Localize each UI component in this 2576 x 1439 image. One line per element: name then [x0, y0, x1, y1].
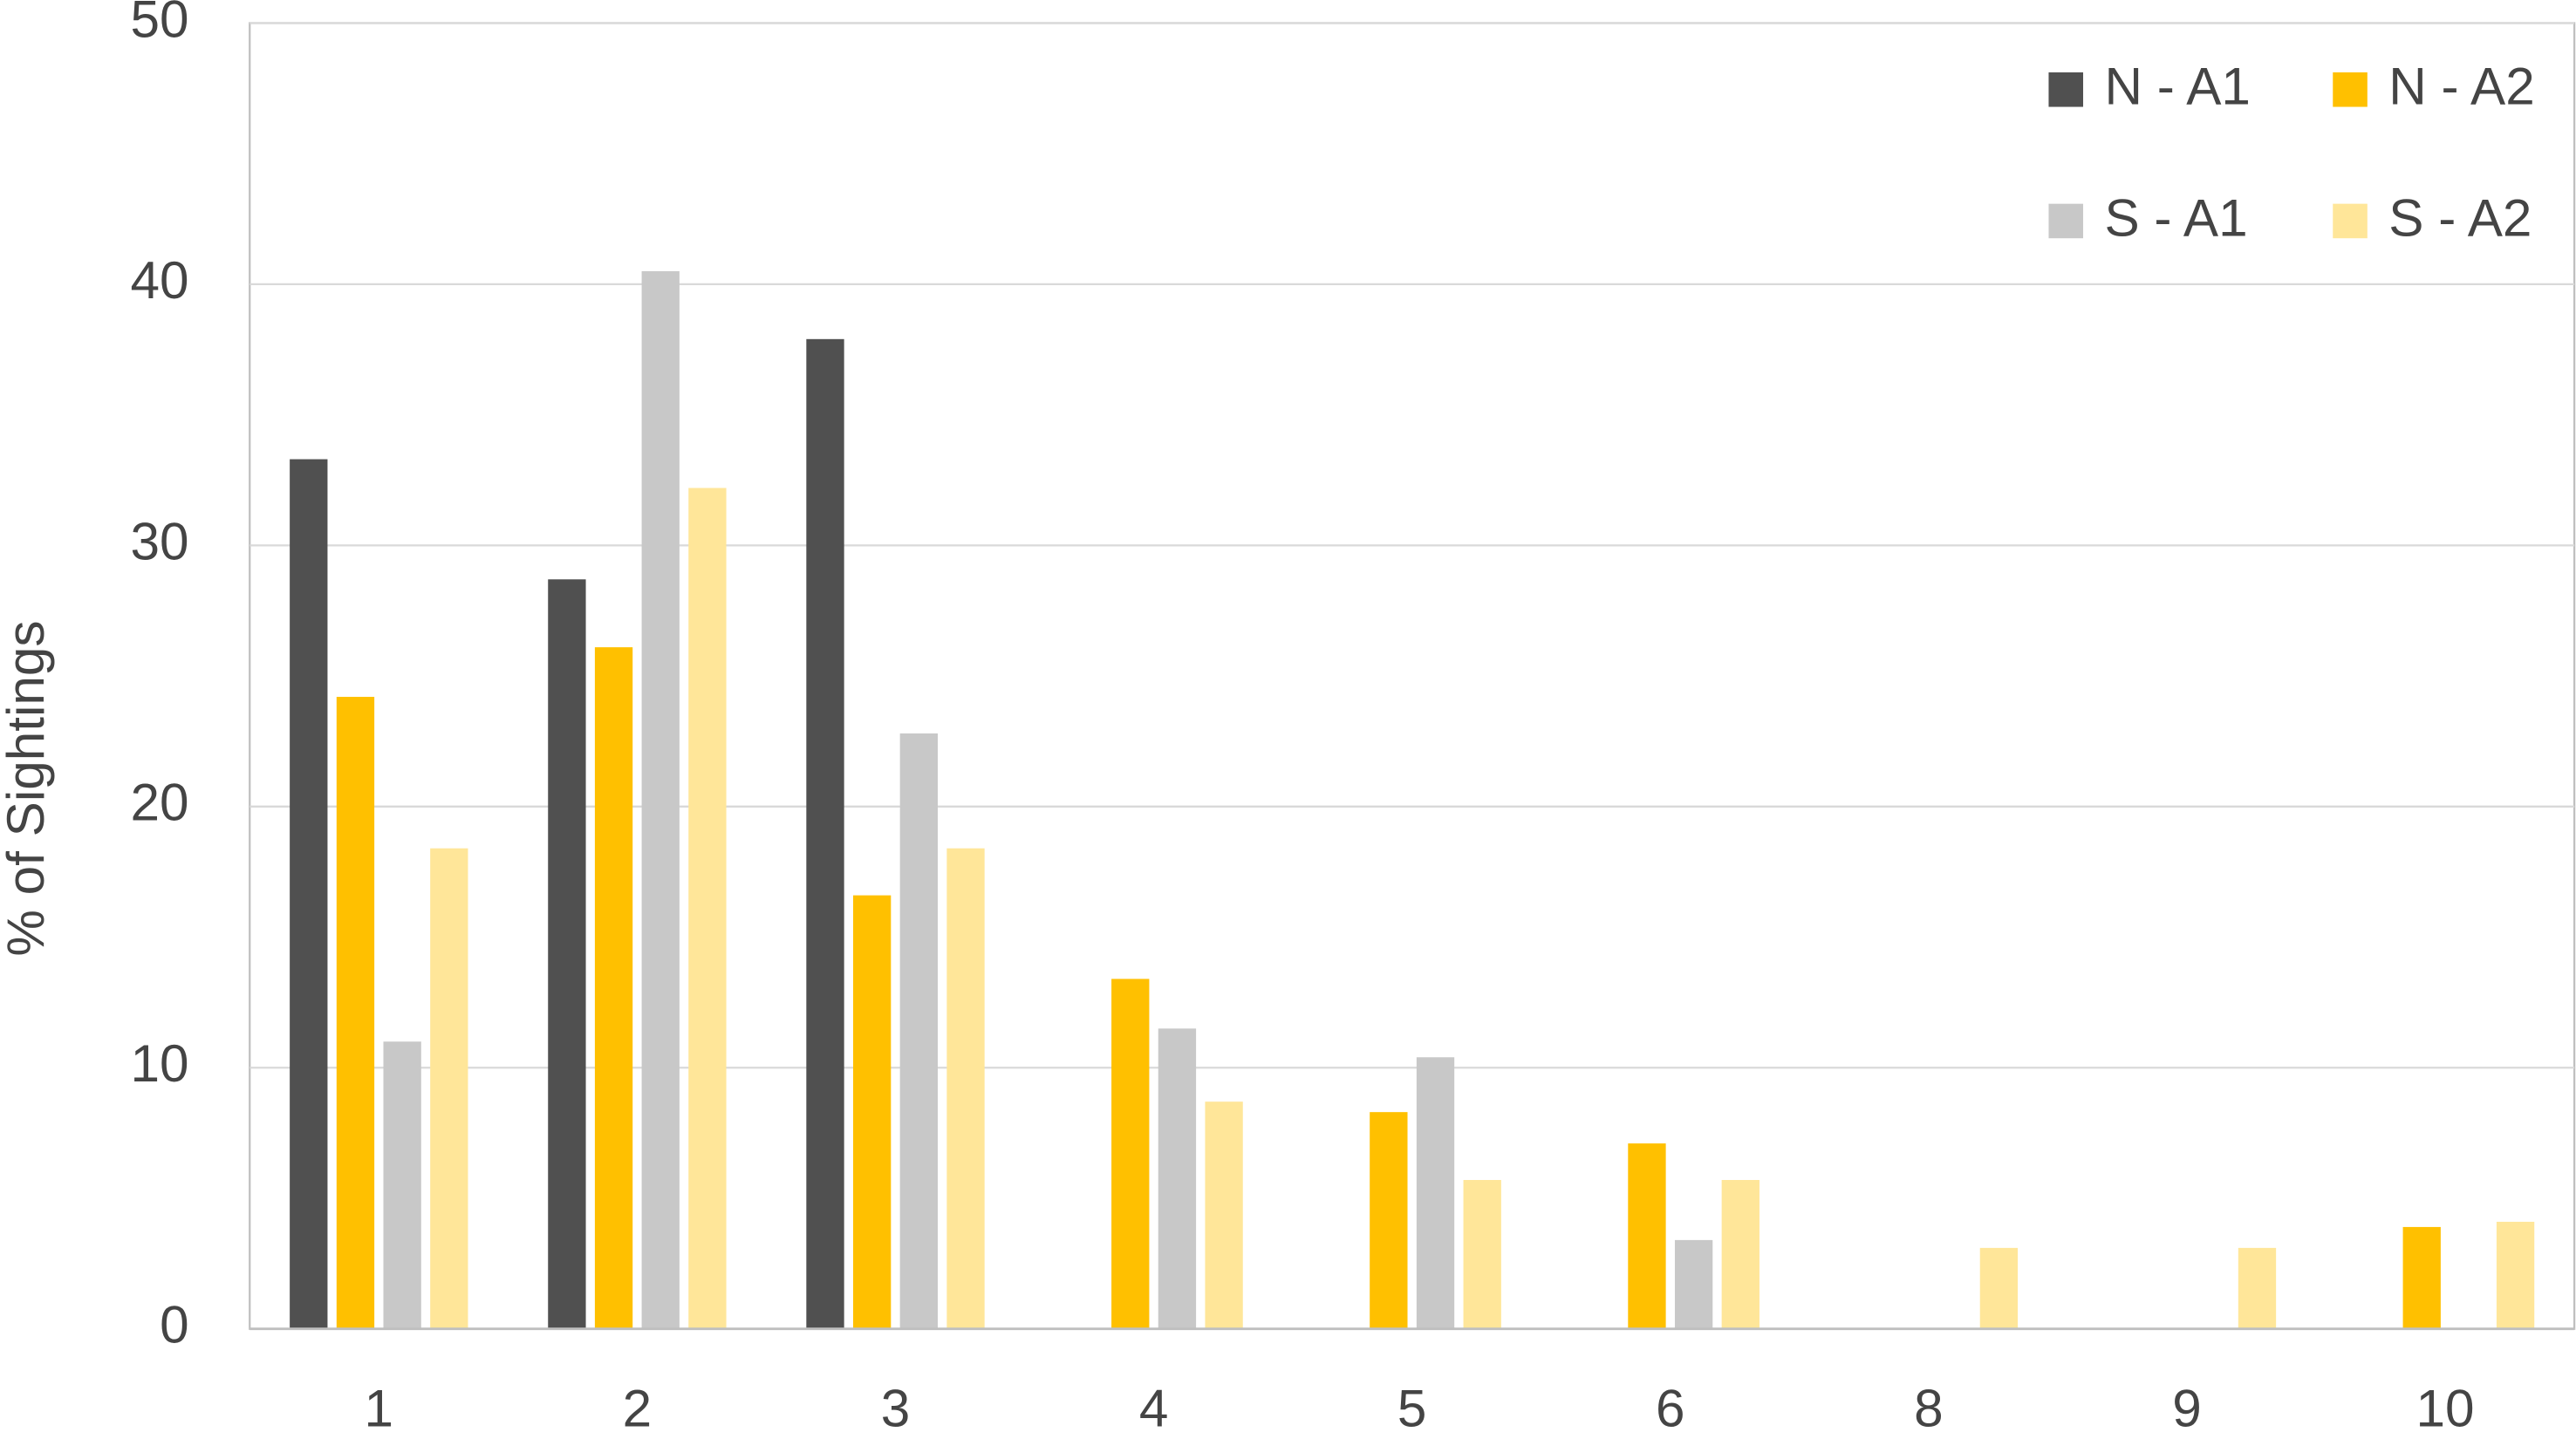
x-tick-label: 2: [623, 1379, 653, 1438]
bar: [2238, 1247, 2277, 1329]
x-tick-label: 5: [1397, 1379, 1427, 1438]
bar: [1158, 1028, 1197, 1329]
y-tick-label: 20: [131, 773, 189, 832]
x-tick-label: 8: [1914, 1379, 1944, 1438]
x-tick-label: 3: [881, 1379, 911, 1438]
x-tick-label: 10: [2416, 1379, 2475, 1438]
bar: [1674, 1239, 1713, 1329]
bar: [853, 895, 892, 1329]
bar: [548, 579, 586, 1329]
bar: [641, 270, 680, 1329]
x-tick-label: 9: [2172, 1379, 2202, 1438]
bar: [1463, 1180, 1501, 1329]
y-tick-label: 40: [131, 250, 189, 310]
legend-swatch: [2333, 72, 2368, 107]
bar: [1111, 979, 1150, 1329]
x-tick-label: 6: [1656, 1379, 1685, 1438]
y-tick-label: 0: [160, 1295, 189, 1354]
bar: [290, 459, 328, 1329]
bar: [1979, 1247, 2019, 1329]
bar: [1205, 1101, 1243, 1329]
bar: [946, 848, 985, 1329]
bar: [336, 697, 375, 1329]
legend-label: N - A1: [2104, 57, 2250, 116]
legend-swatch: [2048, 203, 2084, 239]
bar: [1370, 1112, 1408, 1329]
legend-label: N - A2: [2388, 57, 2534, 116]
y-tick-label: 50: [131, 0, 189, 48]
bar: [899, 733, 938, 1329]
legend-label: S - A2: [2388, 188, 2532, 247]
bar: [2496, 1221, 2535, 1329]
x-tick-label: 1: [365, 1379, 394, 1438]
y-axis-label: % of Sightings: [0, 621, 55, 957]
y-tick-label: 30: [131, 511, 189, 570]
y-tick-label: 10: [131, 1033, 189, 1093]
x-tick-label: 4: [1139, 1379, 1169, 1438]
bar: [806, 338, 844, 1329]
legend-label: S - A1: [2104, 188, 2247, 247]
bar: [688, 488, 727, 1329]
bar: [1628, 1143, 1666, 1329]
bar: [430, 848, 468, 1329]
bar: [383, 1041, 421, 1329]
legend-swatch: [2048, 72, 2084, 107]
legend-swatch: [2333, 203, 2368, 239]
bar: [594, 647, 633, 1329]
bar: [1721, 1180, 1759, 1329]
bar: [1416, 1057, 1455, 1329]
bar: [2402, 1226, 2441, 1329]
